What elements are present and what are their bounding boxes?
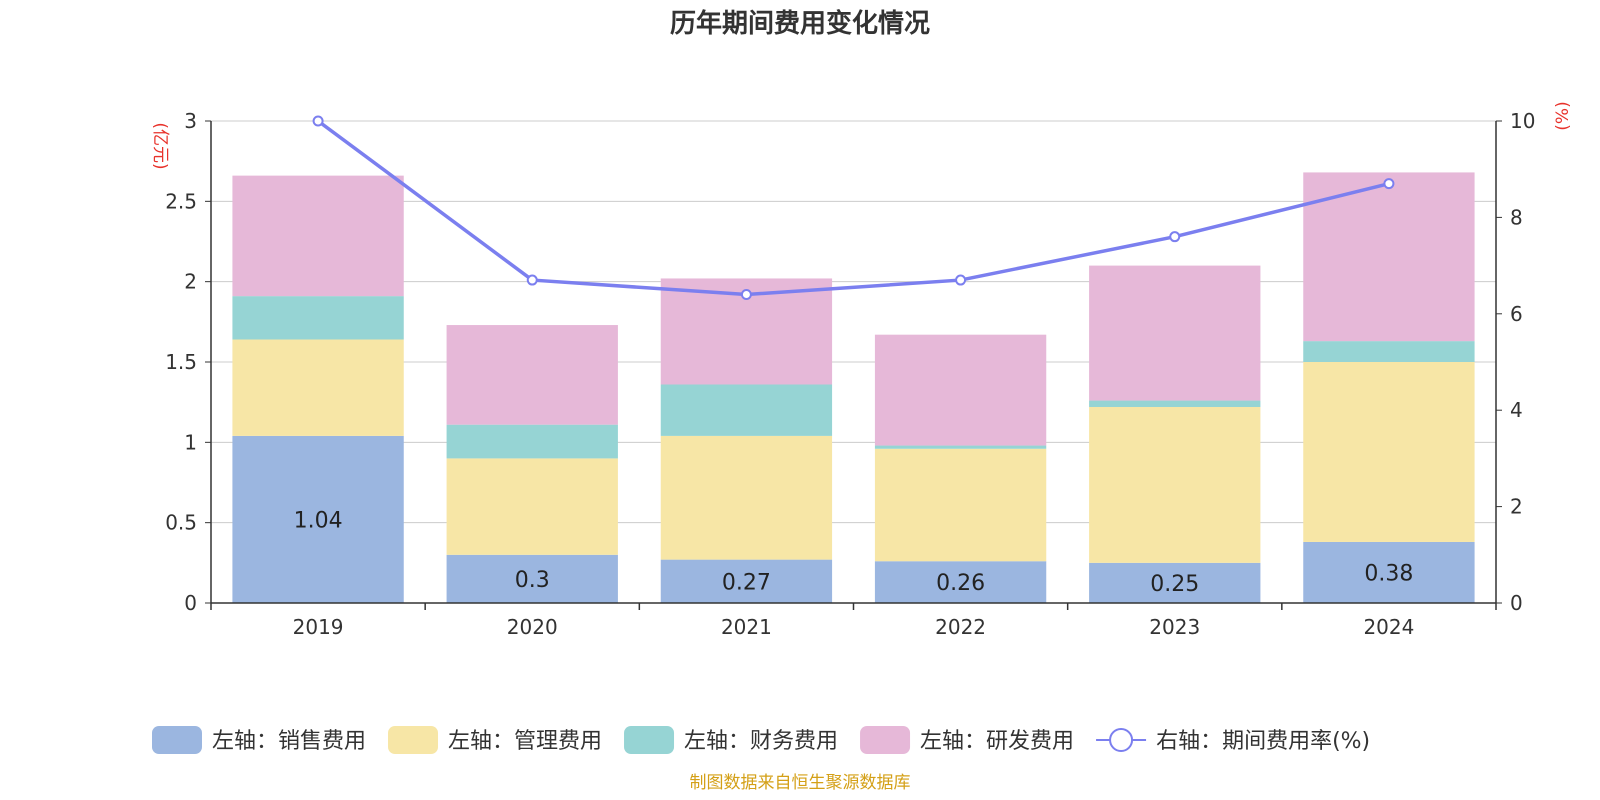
bar-value-label: 0.3: [515, 568, 550, 593]
bar-segment: [232, 296, 404, 340]
left-tick-label: 3: [184, 109, 197, 133]
axes: 0 0.5 1 1.5 2 2.5 3 0 2 4 6 8 10 2019 2020 2021 2022 2023…: [150, 101, 1573, 639]
right-tick-label: 6: [1510, 302, 1523, 326]
x-tick-label: 2019: [293, 615, 344, 639]
bar-segment: [660, 559, 833, 603]
bar-segment: [446, 325, 618, 425]
bar-segment: [232, 339, 404, 436]
bar-segment: [446, 554, 618, 603]
right-tick-label: 8: [1510, 205, 1523, 229]
left-tick-label: 0: [184, 591, 197, 615]
left-tick-label: 1: [184, 430, 197, 454]
source-note: 制图数据来自恒生聚源数据库: [690, 773, 911, 793]
legend-marker: [1109, 728, 1134, 752]
bar-segment: [446, 458, 618, 555]
right-axis-unit: (%): [1553, 101, 1573, 130]
bar-value-label: 0.26: [936, 571, 985, 596]
right-tick-label: 2: [1510, 495, 1523, 519]
bar-value-label: 0.27: [722, 570, 771, 595]
left-tick-label: 2: [184, 270, 197, 294]
legend-label: 左轴：管理费用: [448, 729, 602, 754]
right-tick-label: 0: [1510, 591, 1523, 615]
legend-label: 左轴：研发费用: [920, 729, 1074, 754]
x-tick-label: 2023: [1149, 615, 1200, 639]
bar-value-label: 0.25: [1150, 572, 1199, 597]
bar-segment: [874, 334, 1047, 446]
left-tick-label: 0.5: [165, 511, 197, 535]
legend-swatch: [624, 726, 675, 754]
x-tick-label: 2024: [1363, 615, 1414, 639]
bar-segment: [446, 424, 618, 459]
rate-point: [1169, 231, 1181, 243]
bar-segment: [660, 435, 833, 560]
bars: 1.04 0.3 0.27 0.26 0.25 0.38: [232, 172, 1475, 603]
legend-swatch: [152, 726, 202, 754]
left-tick-label: 1.5: [165, 350, 197, 374]
rate-line-path: [317, 119, 1390, 297]
bar-segment: [874, 561, 1047, 603]
rate-point: [955, 274, 967, 286]
rate-line: [312, 115, 1395, 301]
chart-title: 历年期间费用变化情况: [670, 8, 930, 39]
bar-segment: [232, 175, 404, 297]
legend-swatch: [388, 726, 439, 754]
bar-segment: [1303, 341, 1475, 362]
bar-segment: [874, 445, 1047, 449]
legend: 左轴：销售费用 左轴：管理费用 左轴：财务费用 左轴：研发费用 右轴：期间费用率(%): [152, 726, 1370, 754]
x-tick-label: 2022: [935, 615, 986, 639]
rate-point: [526, 274, 538, 286]
legend-label: 左轴：销售费用: [212, 729, 366, 754]
legend-label: 左轴：财务费用: [684, 729, 838, 754]
legend-label: 右轴：期间费用率(%): [1156, 729, 1370, 754]
rate-point: [1383, 178, 1395, 190]
rate-point: [312, 115, 324, 127]
legend-swatch: [860, 726, 911, 754]
bar-segment: [1089, 406, 1261, 563]
bar-segment: [1303, 541, 1475, 603]
bar-segment: [1303, 172, 1475, 342]
bar-segment: [1089, 562, 1261, 603]
bar-segment: [874, 448, 1047, 562]
right-tick-label: 10: [1510, 109, 1535, 133]
x-tick-label: 2020: [507, 615, 558, 639]
x-tick-label: 2021: [721, 615, 772, 639]
bar-segment: [1089, 400, 1261, 407]
bar-value-label: 0.38: [1364, 561, 1413, 586]
bar-value-label: 1.04: [294, 508, 343, 533]
left-axis-unit: (亿元): [150, 122, 170, 169]
bar-segment: [660, 384, 833, 436]
right-tick-label: 4: [1510, 398, 1523, 422]
bar-segment: [1089, 265, 1261, 401]
bar-segment: [232, 435, 404, 603]
bar-segment: [1303, 362, 1475, 542]
rate-point: [740, 289, 752, 301]
left-tick-label: 2.5: [165, 189, 197, 213]
